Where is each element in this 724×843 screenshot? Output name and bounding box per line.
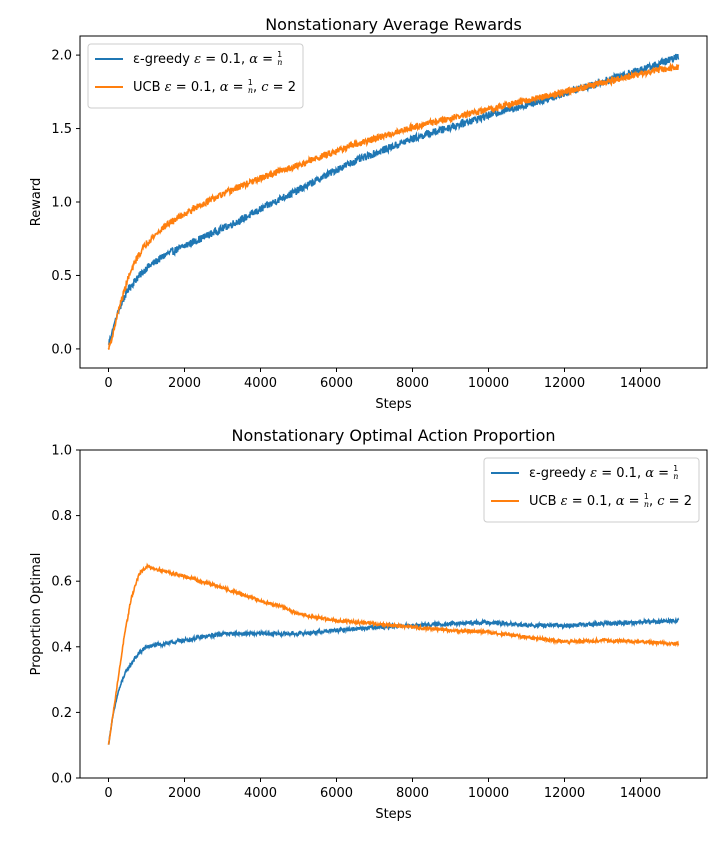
series-line-ucb xyxy=(107,562,680,745)
y-tick-label: 0.8 xyxy=(51,509,72,524)
y-tick-label: 1.5 xyxy=(51,122,72,137)
x-tick-label: 0 xyxy=(104,376,112,391)
chart-title: Nonstationary Optimal Action Proportion xyxy=(231,426,555,445)
x-tick-label: 0 xyxy=(104,786,112,801)
y-tick-label: 1.0 xyxy=(51,196,72,211)
x-tick-label: 12000 xyxy=(544,786,585,801)
y-tick-label: 0.2 xyxy=(51,706,72,721)
chart-2: 0 2000 4000 6000 8000 10000 12000 14000 0.0 0.2 0.… xyxy=(29,426,708,822)
y-tick-label: 0.0 xyxy=(51,342,72,357)
x-tick-label: 4000 xyxy=(244,786,277,801)
plot-frame xyxy=(79,449,708,779)
series-line-ucb xyxy=(107,62,680,350)
x-tick-label: 6000 xyxy=(320,376,353,391)
x-tick-label: 2000 xyxy=(168,786,201,801)
legend-label-ucb: UCB ε = 0.1, α = 1 n, c = 2 xyxy=(133,78,296,95)
chart-1: 0 2000 4000 6000 8000 10000 12000 14000 0.0 0.5 1.… xyxy=(29,15,708,412)
legend-label-ucb: UCB ε = 0.1, α = 1 n, c = 2 xyxy=(529,492,692,509)
x-tick-label: 8000 xyxy=(396,376,429,391)
y-tick-label: 1.0 xyxy=(51,444,72,459)
x-tick-label: 10000 xyxy=(468,786,509,801)
x-tick-label: 6000 xyxy=(320,786,353,801)
y-axis-label: Proportion Optimal xyxy=(29,553,44,676)
y-tick-label: 2.0 xyxy=(51,49,72,64)
y-tick-label: 0.6 xyxy=(51,575,72,590)
x-tick-label: 10000 xyxy=(468,376,509,391)
legend: ε-greedy ε = 0.1, α = 1 n UCB ε = 0.1, α =… xyxy=(87,43,304,109)
x-axis-label: Steps xyxy=(375,397,412,412)
x-tick-label: 14000 xyxy=(620,786,661,801)
y-tick-label: 0.5 xyxy=(51,269,72,284)
y-tick-label: 0.4 xyxy=(51,640,72,655)
x-tick-label: 14000 xyxy=(620,376,661,391)
legend: ε-greedy ε = 0.1, α = 1 n UCB ε = 0.1, α =… xyxy=(483,457,700,523)
legend-frame xyxy=(87,43,304,109)
y-axis-label: Reward xyxy=(29,178,44,226)
x-tick-label: 8000 xyxy=(396,786,429,801)
chart-title: Nonstationary Average Rewards xyxy=(265,15,522,34)
x-tick-label: 12000 xyxy=(544,376,585,391)
x-tick-label: 4000 xyxy=(244,376,277,391)
x-axis-label: Steps xyxy=(375,807,412,822)
y-tick-label: 0.0 xyxy=(51,772,72,787)
series-line-eps-greedy xyxy=(107,616,680,745)
x-tick-label: 2000 xyxy=(168,376,201,391)
legend-frame xyxy=(483,457,700,523)
